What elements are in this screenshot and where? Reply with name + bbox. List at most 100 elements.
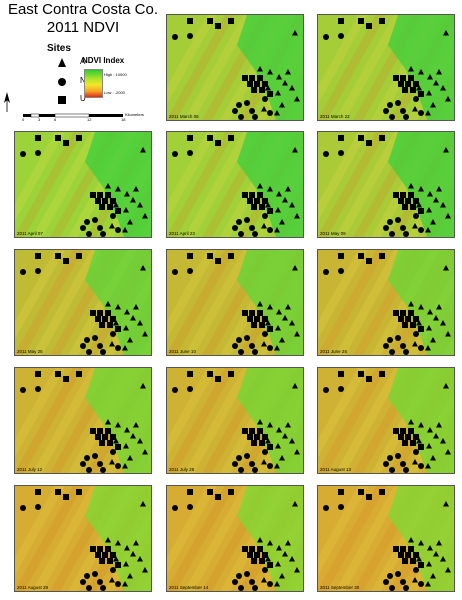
site-n-marker	[115, 345, 121, 351]
site-u-marker	[251, 322, 257, 328]
ndvi-raster	[15, 132, 151, 237]
site-a-marker	[113, 202, 119, 208]
map-title-line2: 2011 NDVI	[46, 19, 120, 36]
site-u-marker	[418, 208, 424, 214]
site-a-marker	[285, 304, 291, 310]
site-u-marker	[413, 198, 419, 204]
site-n-marker	[244, 571, 250, 577]
site-u-marker	[95, 434, 101, 440]
ndvi-raster	[318, 368, 454, 473]
site-u-marker	[215, 376, 221, 382]
site-u-marker	[95, 198, 101, 204]
site-n-marker	[389, 585, 395, 591]
site-n-marker	[236, 573, 242, 579]
site-u-marker	[215, 494, 221, 500]
site-a-marker	[113, 556, 119, 562]
site-u-marker	[402, 204, 408, 210]
site-n-marker	[323, 269, 329, 275]
site-a-marker	[142, 567, 148, 573]
site-n-marker	[100, 467, 106, 473]
site-n-marker	[115, 463, 121, 469]
scale-tick-label: 3	[38, 117, 41, 122]
ndvi-map-panel: 2011 April 07	[14, 131, 152, 238]
site-a-marker	[289, 320, 295, 326]
site-n-marker	[252, 114, 258, 120]
site-a-marker	[285, 540, 291, 546]
site-u-marker	[215, 140, 221, 146]
site-a-marker	[416, 85, 422, 91]
site-n-marker	[187, 504, 193, 510]
site-a-marker	[425, 581, 431, 587]
site-a-marker	[412, 223, 418, 229]
site-a-marker	[433, 80, 439, 86]
legend-site-a: A	[47, 57, 107, 71]
scale-tick-label: 12	[87, 117, 92, 122]
site-u-marker	[107, 204, 113, 210]
site-n-marker	[395, 571, 401, 577]
site-u-marker	[247, 198, 253, 204]
site-u-marker	[187, 489, 193, 495]
site-n-marker	[232, 225, 238, 231]
site-a-marker	[292, 147, 298, 153]
site-u-marker	[107, 558, 113, 564]
site-u-marker	[259, 440, 265, 446]
site-u-marker	[247, 316, 253, 322]
site-n-marker	[413, 331, 419, 337]
ndvi-map-panel: 2011 July 28	[166, 367, 304, 474]
site-u-marker	[259, 87, 265, 93]
site-a-marker	[274, 581, 280, 587]
site-a-marker	[133, 186, 139, 192]
site-u-marker	[247, 434, 253, 440]
site-u-marker	[398, 434, 404, 440]
ndvi-raster	[167, 368, 303, 473]
site-n-marker	[20, 269, 26, 275]
site-n-marker	[110, 567, 116, 573]
site-n-marker	[244, 217, 250, 223]
site-u-marker	[366, 140, 372, 146]
site-a-marker	[265, 320, 271, 326]
site-u-marker	[379, 135, 385, 141]
site-n-marker	[115, 581, 121, 587]
site-u-marker	[267, 444, 273, 450]
site-u-marker	[228, 253, 234, 259]
site-n-marker	[262, 449, 268, 455]
site-n-marker	[97, 579, 103, 585]
site-u-marker	[242, 192, 248, 198]
site-a-marker	[105, 419, 111, 425]
site-a-marker	[289, 85, 295, 91]
site-u-marker	[228, 371, 234, 377]
site-a-marker	[427, 309, 433, 315]
ndvi-map-panel: 2011 August 13	[317, 367, 455, 474]
site-u-marker	[267, 208, 273, 214]
site-u-marker	[97, 310, 103, 316]
site-n-marker	[20, 505, 26, 511]
site-u-marker	[105, 192, 111, 198]
site-u-marker	[358, 371, 364, 377]
site-n-marker	[262, 213, 268, 219]
site-a-marker	[265, 556, 271, 562]
site-a-marker	[261, 223, 267, 229]
site-u-marker	[251, 87, 257, 93]
site-u-marker	[55, 135, 61, 141]
site-u-marker	[207, 135, 213, 141]
ndvi-raster	[167, 486, 303, 591]
site-n-marker	[97, 461, 103, 467]
site-u-marker	[379, 371, 385, 377]
site-u-marker	[257, 310, 263, 316]
site-u-marker	[338, 371, 344, 377]
site-a-marker	[426, 90, 432, 96]
site-u-marker	[102, 198, 108, 204]
site-u-marker	[95, 316, 101, 322]
site-a-marker	[279, 337, 285, 343]
site-a-marker	[257, 301, 263, 307]
site-n-marker	[403, 114, 409, 120]
site-a-marker	[122, 463, 128, 469]
site-a-marker	[418, 69, 424, 75]
site-u-marker	[338, 18, 344, 24]
site-u-marker	[398, 552, 404, 558]
ndvi-raster	[15, 486, 151, 591]
site-a-marker	[130, 433, 136, 439]
site-n-marker	[387, 102, 393, 108]
site-u-marker	[99, 322, 105, 328]
site-n-marker	[80, 579, 86, 585]
